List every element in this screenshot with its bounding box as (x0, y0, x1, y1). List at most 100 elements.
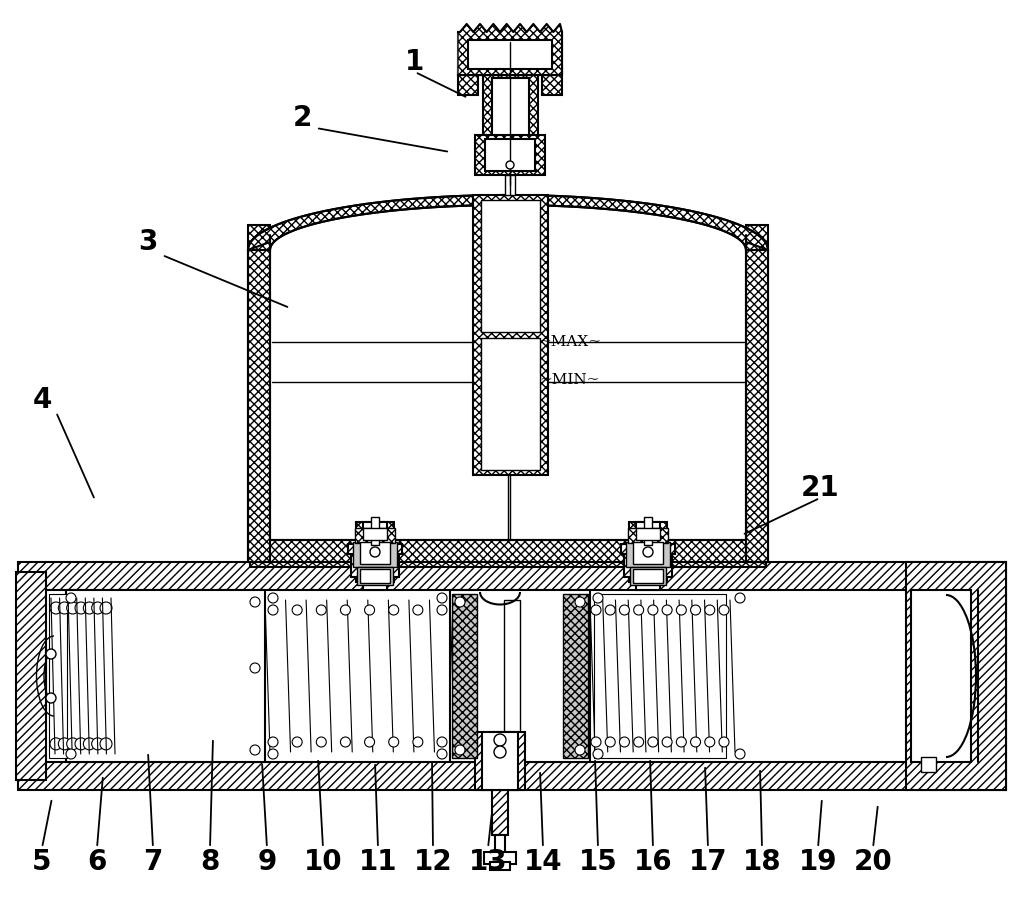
Circle shape (690, 737, 700, 747)
Bar (360, 542, 390, 564)
Bar (348, 544, 402, 554)
Circle shape (648, 737, 657, 747)
Text: 13: 13 (469, 848, 507, 876)
Text: 15: 15 (579, 848, 617, 876)
Circle shape (620, 737, 630, 747)
Bar (468, 40, 552, 69)
Bar (49, 594, 67, 758)
Circle shape (455, 745, 465, 755)
Circle shape (268, 737, 278, 747)
Bar (357, 567, 393, 585)
Bar (458, 32, 562, 75)
Bar (563, 594, 588, 758)
Circle shape (389, 737, 398, 747)
Bar (482, 732, 518, 790)
Polygon shape (458, 24, 562, 75)
Circle shape (591, 605, 601, 615)
Bar (911, 590, 971, 762)
Bar (371, 517, 379, 545)
Bar (636, 562, 660, 590)
Text: 14: 14 (523, 848, 562, 876)
Circle shape (50, 602, 62, 614)
Bar (504, 600, 520, 752)
Bar (594, 594, 726, 758)
Circle shape (605, 737, 615, 747)
Circle shape (66, 593, 76, 603)
Bar (921, 757, 936, 772)
Text: 3: 3 (138, 228, 158, 256)
Bar (483, 75, 538, 135)
Circle shape (634, 737, 644, 747)
Bar (46, 590, 978, 762)
Circle shape (735, 749, 745, 759)
Bar (473, 195, 548, 475)
Bar (362, 528, 387, 540)
Circle shape (437, 605, 447, 615)
Circle shape (75, 738, 87, 750)
Bar (450, 590, 590, 762)
Circle shape (46, 693, 56, 703)
Circle shape (634, 605, 644, 615)
Bar (270, 225, 746, 540)
Bar (18, 562, 1006, 790)
Bar (490, 862, 510, 870)
Bar (636, 528, 660, 540)
Circle shape (690, 605, 700, 615)
Circle shape (340, 605, 350, 615)
Circle shape (250, 597, 260, 607)
Circle shape (340, 737, 350, 747)
Circle shape (719, 737, 729, 747)
Circle shape (676, 737, 686, 747)
Circle shape (663, 605, 672, 615)
Text: 12: 12 (414, 848, 453, 876)
Circle shape (50, 738, 62, 750)
Text: 4: 4 (33, 386, 51, 414)
Bar (250, 540, 766, 567)
Circle shape (719, 605, 729, 615)
Circle shape (268, 605, 278, 615)
Text: 10: 10 (304, 848, 342, 876)
Text: ~MIN~: ~MIN~ (540, 373, 600, 387)
Circle shape (75, 602, 87, 614)
Circle shape (437, 749, 447, 759)
Circle shape (365, 737, 375, 747)
Circle shape (413, 737, 423, 747)
Text: 20: 20 (854, 848, 892, 876)
Text: 5: 5 (32, 848, 52, 876)
Bar (495, 835, 505, 855)
Text: 9: 9 (257, 848, 276, 876)
Bar (360, 569, 390, 583)
Bar (624, 547, 672, 577)
Circle shape (643, 547, 653, 557)
Polygon shape (248, 195, 768, 250)
Circle shape (437, 737, 447, 747)
Bar (475, 732, 525, 790)
Bar (542, 67, 562, 95)
Bar (353, 542, 397, 567)
Polygon shape (248, 195, 768, 250)
Bar (248, 225, 270, 562)
Circle shape (389, 605, 398, 615)
Text: 17: 17 (689, 848, 727, 876)
Text: 21: 21 (801, 474, 840, 502)
Bar (630, 567, 666, 585)
Bar (481, 338, 540, 470)
Circle shape (58, 602, 71, 614)
Text: 18: 18 (742, 848, 781, 876)
Circle shape (67, 738, 79, 750)
Circle shape (100, 602, 112, 614)
Bar (362, 562, 387, 590)
Circle shape (316, 737, 327, 747)
Text: 16: 16 (634, 848, 673, 876)
Circle shape (268, 593, 278, 603)
Circle shape (46, 649, 56, 659)
Bar (626, 542, 670, 567)
Circle shape (370, 547, 380, 557)
Circle shape (506, 161, 514, 169)
Circle shape (494, 734, 506, 746)
Text: 7: 7 (143, 848, 163, 876)
Bar (458, 67, 478, 95)
Circle shape (605, 605, 615, 615)
Bar (492, 790, 508, 835)
Text: 6: 6 (87, 848, 106, 876)
